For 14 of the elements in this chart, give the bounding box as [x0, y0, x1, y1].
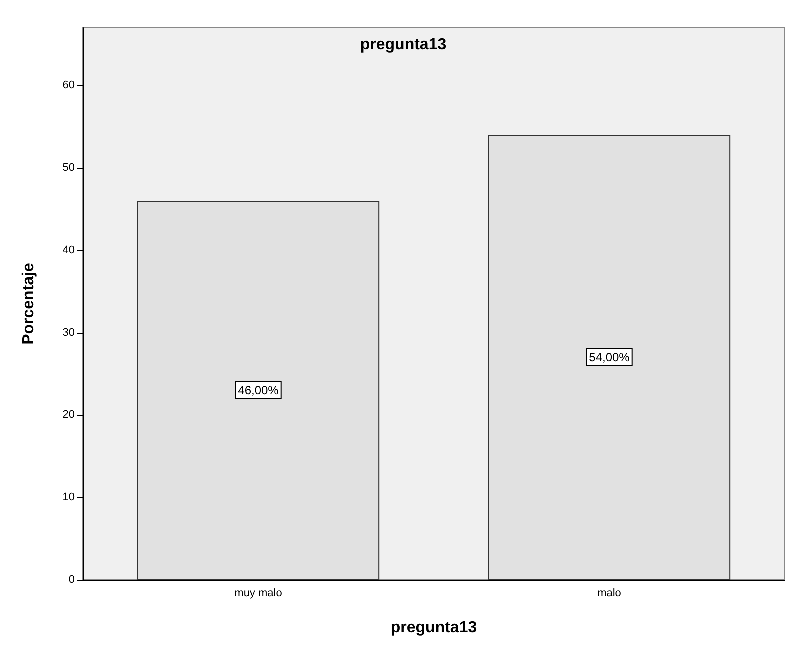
y-axis-title: Porcentaje: [20, 262, 38, 345]
y-tick-label: 10: [62, 492, 75, 504]
x-tick-label: muy malo: [234, 588, 282, 600]
y-tick-label: 60: [62, 80, 75, 92]
x-axis-title: pregunta13: [390, 620, 478, 636]
y-tick-label: 40: [62, 244, 75, 256]
y-tick-label: 20: [62, 409, 75, 422]
y-tick-label: 50: [62, 162, 75, 174]
data-label: 54,00%: [589, 350, 630, 365]
data-label: 46,00%: [238, 384, 280, 398]
x-tick-label: malo: [598, 588, 622, 600]
y-tick-label: 0: [68, 574, 75, 586]
y-tick-label: 30: [62, 326, 75, 339]
text: pregunta13: [360, 36, 447, 54]
